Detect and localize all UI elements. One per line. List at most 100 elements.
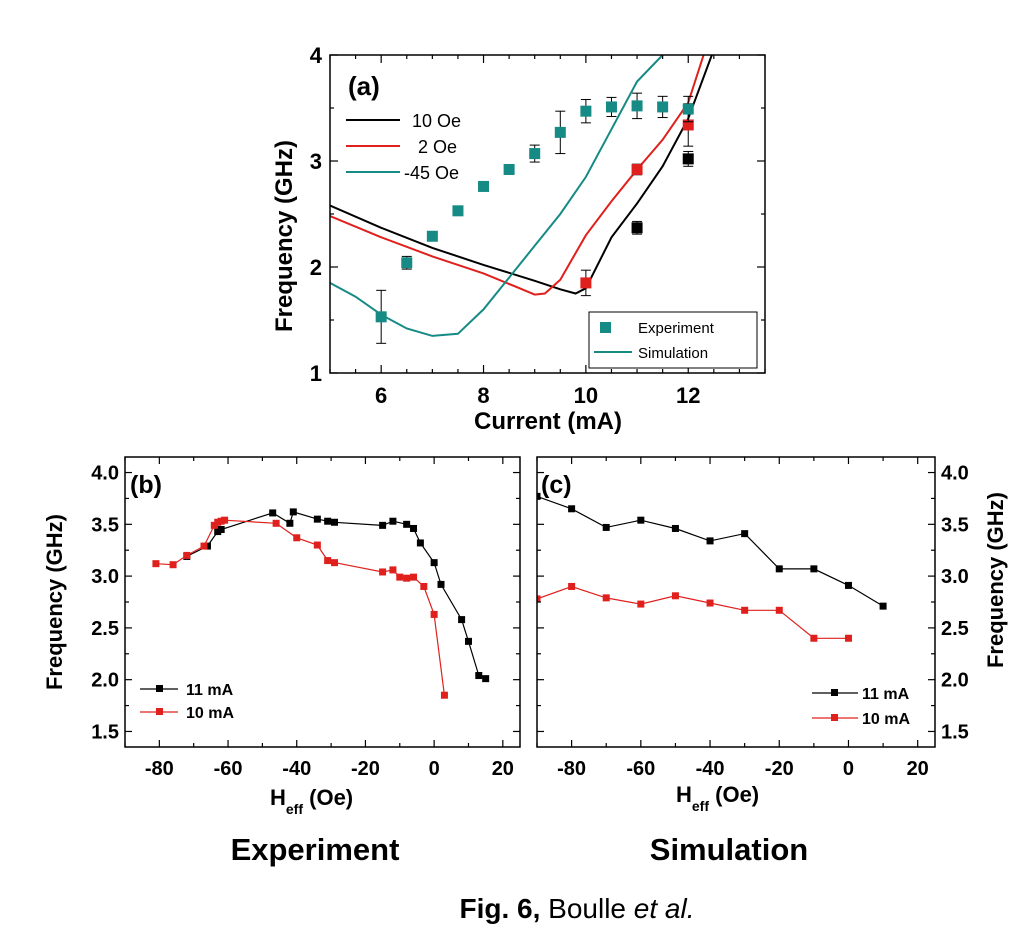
data-point-2-oe-experiment [580, 277, 592, 289]
panel-b-x-tick-label: 0 [429, 758, 440, 780]
data-point--45-oe-experiment [605, 101, 617, 113]
legend-label-2oe: 2 Oe [418, 137, 457, 157]
data-point-10-ma [775, 606, 783, 614]
data-point-11-ma [464, 637, 472, 645]
data-point-10-ma [568, 582, 576, 590]
panel-c-x-tick-label: -40 [696, 758, 725, 780]
panel-c-series-group [537, 492, 887, 642]
data-point-10-ma [200, 542, 208, 550]
panel-b-y-tick-label: 4.0 [91, 463, 119, 485]
data-point-10-ma [389, 566, 397, 574]
figure-caption-etal: et al. [634, 893, 695, 924]
data-point-10-ma [671, 592, 679, 600]
data-point-10-ma [272, 519, 280, 527]
legend-b-marker-11ma [156, 685, 163, 692]
panel-c-legend: 11 mA 10 mA [812, 686, 910, 728]
panel-b-x-tick-label: -60 [214, 758, 243, 780]
panel-c-y-tick-label: 3.0 [941, 566, 969, 588]
data-point-11-ma [289, 508, 297, 516]
data-point-10-oe-experiment [682, 153, 694, 165]
data-point-11-ma [269, 509, 277, 517]
legend-box-frame [588, 311, 758, 369]
data-point-10-ma [293, 534, 301, 542]
panel-b-chart: -80 -60 -40 -20 0 20 1.5 2.0 2.5 3.0 3.5 4.0 (b) 11… [42, 456, 521, 867]
panel-a-label: (a) [348, 71, 380, 101]
panel-b-x-tick-label: -40 [282, 758, 311, 780]
data-point-10-ma [440, 691, 448, 699]
data-point-11-ma [879, 602, 887, 610]
panel-c-x-tick-label: -80 [557, 758, 586, 780]
legend-c-marker-10ma [831, 714, 838, 721]
legend-b-label-10ma: 10 mA [186, 705, 234, 722]
panel-c-y-tick-label: 4.0 [941, 463, 969, 485]
panel-c-x-axis-sub: eff [692, 798, 709, 814]
panel-b-x-axis-h: H [270, 785, 286, 810]
panel-c-y-tick-label: 2.0 [941, 670, 969, 692]
panel-a-x-tick-label: 10 [574, 383, 598, 408]
panel-a-y-tick-label: 4 [310, 43, 323, 68]
data-point-11-ma [410, 524, 418, 532]
data-point-11-ma [437, 580, 445, 588]
data-point--45-oe-experiment [682, 103, 694, 115]
data-point-10-ma [810, 634, 818, 642]
data-point-10-ma [410, 573, 418, 581]
panel-b-x-tick-label: -20 [351, 758, 380, 780]
data-point-11-ma [286, 519, 294, 527]
panel-b-x-axis-unit: (Oe) [303, 785, 353, 810]
figure-caption-authors: Boulle [540, 893, 633, 924]
data-point-11-ma [416, 539, 424, 547]
panel-c-x-axis-unit: (Oe) [709, 782, 759, 807]
data-point-11-ma [637, 516, 645, 524]
figure-caption: Fig. 6, Boulle et al. [459, 893, 694, 924]
panel-c-y-tick-label: 3.5 [941, 514, 969, 536]
panel-b-y-tick-label: 3.5 [91, 514, 119, 536]
data-point-10-ma [221, 516, 229, 524]
panel-b-x-axis-label: Heff (Oe) [270, 785, 353, 817]
panel-b-y-tick-label: 1.5 [91, 721, 119, 743]
panel-a-box-legend: Experiment Simulation [588, 311, 758, 369]
data-point-11-ma [537, 492, 541, 500]
panel-a-y-tick-label: 1 [310, 361, 322, 386]
data-point-10-ma [844, 634, 852, 642]
data-point--45-oe-experiment [478, 180, 490, 192]
series-line-11-ma [186, 511, 486, 680]
data-point-11-ma [810, 565, 818, 573]
data-point-11-ma [475, 672, 483, 680]
panel-c-y-tick-label: 2.5 [941, 618, 969, 640]
data-point-10-ma [537, 595, 541, 603]
data-point-11-ma [217, 526, 225, 533]
panel-b-x-axis-sub: eff [286, 801, 303, 817]
panel-b-caption: Experiment [231, 832, 400, 867]
data-point-10-ma [420, 582, 428, 590]
simulation-curve-2-oe [330, 55, 705, 296]
series-line-11-ma [537, 495, 884, 607]
panel-a-y-tick-label: 3 [310, 149, 322, 174]
panel-c-x-axis-h: H [676, 782, 692, 807]
data-point--45-oe-experiment [580, 105, 592, 117]
panel-c-y-axis-label: Frequency (GHz) [983, 492, 1008, 668]
data-point-10-ma [183, 551, 191, 559]
series-line-10-ma [537, 585, 849, 639]
data-point-10-ma [741, 606, 749, 614]
panel-c-x-tick-label: 0 [843, 758, 854, 780]
data-point-11-ma [706, 537, 714, 545]
panel-b-legend: 11 mA 10 mA [140, 682, 234, 722]
data-point-10-ma [706, 599, 714, 607]
data-point-11-ma [324, 517, 332, 525]
data-point-11-ma [568, 505, 576, 513]
data-point--45-oe-experiment [452, 205, 464, 217]
legend-b-label-11ma: 11 mA [186, 682, 234, 699]
data-point--45-oe-experiment [554, 126, 566, 138]
panel-c-caption: Simulation [650, 832, 808, 867]
data-point-11-ma [482, 675, 490, 683]
data-point-11-ma [389, 517, 397, 525]
legend-c-label-11ma: 11 mA [862, 686, 910, 703]
panel-b-y-tick-label: 2.5 [91, 618, 119, 640]
data-point--45-oe-experiment [529, 148, 541, 160]
panel-a-y-tick-label: 2 [310, 255, 322, 280]
data-point-11-ma [458, 616, 466, 624]
data-point-10-ma [152, 560, 160, 568]
data-point-11-ma [844, 581, 852, 589]
legend-c-label-10ma: 10 mA [862, 711, 910, 728]
